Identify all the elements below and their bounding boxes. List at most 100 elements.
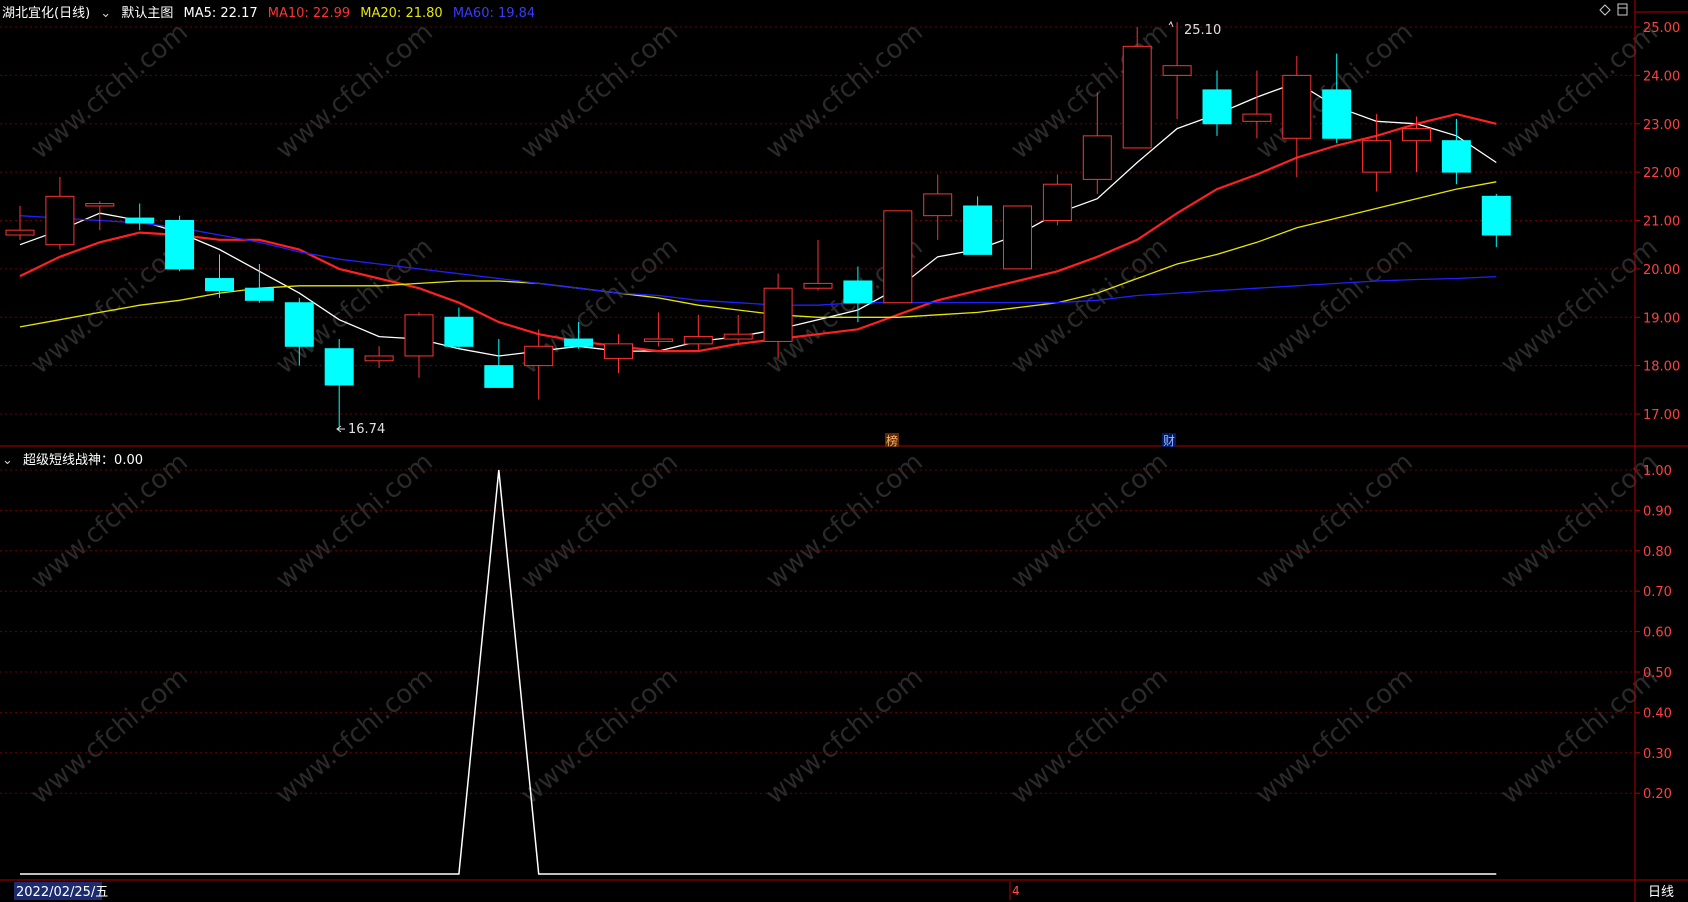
cai-marker[interactable]: 财 — [1163, 434, 1175, 448]
watermark-text: www.cfchi.com — [1495, 17, 1664, 165]
candle — [604, 334, 633, 373]
candle — [683, 314, 713, 352]
watermark-text: www.cfchi.com — [25, 17, 194, 165]
candle-body-up — [923, 193, 953, 217]
candle-body-up — [1162, 65, 1192, 76]
indicator-label: 超级短线战神：0.00 — [23, 453, 143, 468]
candle-body-up — [1362, 140, 1392, 173]
candle-body-up — [524, 345, 554, 367]
stock-title: 湖北宜化(日线) — [2, 6, 91, 21]
candle-body-up — [5, 229, 35, 236]
watermark-text: www.cfchi.com — [270, 662, 439, 810]
price-tick-label: 25.00 — [1643, 21, 1680, 36]
candle-body-down — [1481, 195, 1511, 236]
candle — [85, 201, 115, 231]
indicator-line — [20, 469, 1497, 875]
watermark-text: www.cfchi.com — [515, 447, 684, 595]
watermark-text: www.cfchi.com — [760, 447, 929, 595]
candle — [5, 205, 35, 240]
candle — [1441, 118, 1471, 185]
candle-body-down — [205, 278, 234, 292]
watermark-text: www.cfchi.com — [270, 447, 439, 595]
candle-body-up — [1402, 128, 1431, 142]
candle — [643, 312, 673, 347]
indicator-tick-label: 0.30 — [1643, 747, 1672, 762]
candle-body-up — [763, 287, 793, 342]
indicator-tick-label: 0.80 — [1643, 545, 1672, 560]
low-arrow-icon — [336, 425, 345, 433]
candle — [803, 239, 833, 291]
candle — [205, 254, 234, 298]
cai-marker-bg[interactable] — [1162, 433, 1176, 447]
price-tick-label: 24.00 — [1643, 69, 1680, 84]
candle — [484, 339, 514, 388]
indicator-chevron-icon[interactable]: ⌄ — [2, 453, 13, 468]
candle-body-down — [1322, 89, 1352, 139]
candle-body-down — [843, 280, 873, 304]
watermark-text: www.cfchi.com — [760, 662, 929, 810]
candle-body-down — [244, 287, 274, 301]
ma10-line — [19, 112, 1497, 353]
chevron-down-icon[interactable]: ⌄ — [100, 6, 112, 21]
month-marker: 4 — [1012, 884, 1020, 898]
candle — [963, 196, 993, 255]
candle — [1042, 174, 1072, 226]
candle — [1162, 22, 1192, 119]
candle — [843, 266, 873, 323]
diamond-icon[interactable] — [1599, 4, 1611, 16]
candle-body-up — [1042, 183, 1072, 221]
indicator-tick-label: 0.90 — [1643, 504, 1672, 519]
candle — [1242, 70, 1272, 139]
watermark-text: www.cfchi.com — [515, 17, 684, 165]
ma60-label: MA60: 19.84 — [452, 6, 536, 21]
indicator-axis-ticks: 0.20 0.30 0.40 0.50 0.60 0.70 0.80 0.90 1.00 — [1635, 464, 1672, 802]
date-label-bg — [14, 882, 102, 900]
indicator-tick-label: 0.70 — [1643, 585, 1672, 600]
low-label: 16.74 — [348, 422, 385, 437]
period-label[interactable]: 日线 — [1648, 885, 1674, 900]
price-tick-label: 17.00 — [1643, 408, 1680, 423]
annotations: 25.10 16.74 榜 财 — [336, 20, 1221, 448]
watermark-text: www.cfchi.com — [25, 662, 194, 810]
candle — [763, 273, 793, 359]
candle — [1362, 114, 1392, 192]
ma60-line — [19, 215, 1497, 306]
candle — [324, 339, 354, 427]
bang-marker-bg[interactable] — [885, 433, 899, 447]
window-icon[interactable] — [1617, 3, 1628, 16]
time-axis: 2022/02/25/五 4 日线 — [14, 881, 1674, 900]
candle-body-up — [1122, 45, 1152, 149]
watermark-text: www.cfchi.com — [1495, 232, 1664, 380]
candle-body-up — [683, 336, 713, 345]
candle — [883, 210, 913, 304]
ma5-line — [19, 81, 1497, 357]
watermark-text: www.cfchi.com — [1005, 662, 1174, 810]
candle-body-down — [324, 348, 354, 386]
candle-body-up — [723, 333, 753, 340]
candle-body-down — [125, 217, 155, 224]
main-chart-selector[interactable]: 默认主图 — [121, 6, 174, 21]
candlesticks — [5, 22, 1511, 427]
candle — [1402, 116, 1431, 173]
candle-body-down — [1441, 140, 1471, 173]
price-tick-label: 23.00 — [1643, 118, 1680, 133]
candle — [1481, 193, 1511, 248]
candle-body-up — [1003, 205, 1032, 270]
candle — [564, 322, 594, 349]
candle-body-up — [364, 355, 394, 362]
candle — [404, 312, 434, 378]
high-arrow-icon — [1168, 20, 1174, 28]
price-tick-label: 22.00 — [1643, 166, 1680, 181]
candle-body-up — [1242, 113, 1272, 122]
bang-marker[interactable]: 榜 — [886, 433, 898, 448]
candle-body-down — [963, 205, 993, 255]
indicator-tick-label: 1.00 — [1643, 464, 1672, 479]
watermark-text: www.cfchi.com — [1250, 447, 1419, 595]
candle — [923, 174, 953, 240]
candle — [165, 215, 195, 272]
candle-body-down — [165, 220, 195, 270]
candle-body-up — [643, 338, 673, 342]
watermark-text: www.cfchi.com — [1005, 447, 1174, 595]
candle — [125, 203, 155, 231]
